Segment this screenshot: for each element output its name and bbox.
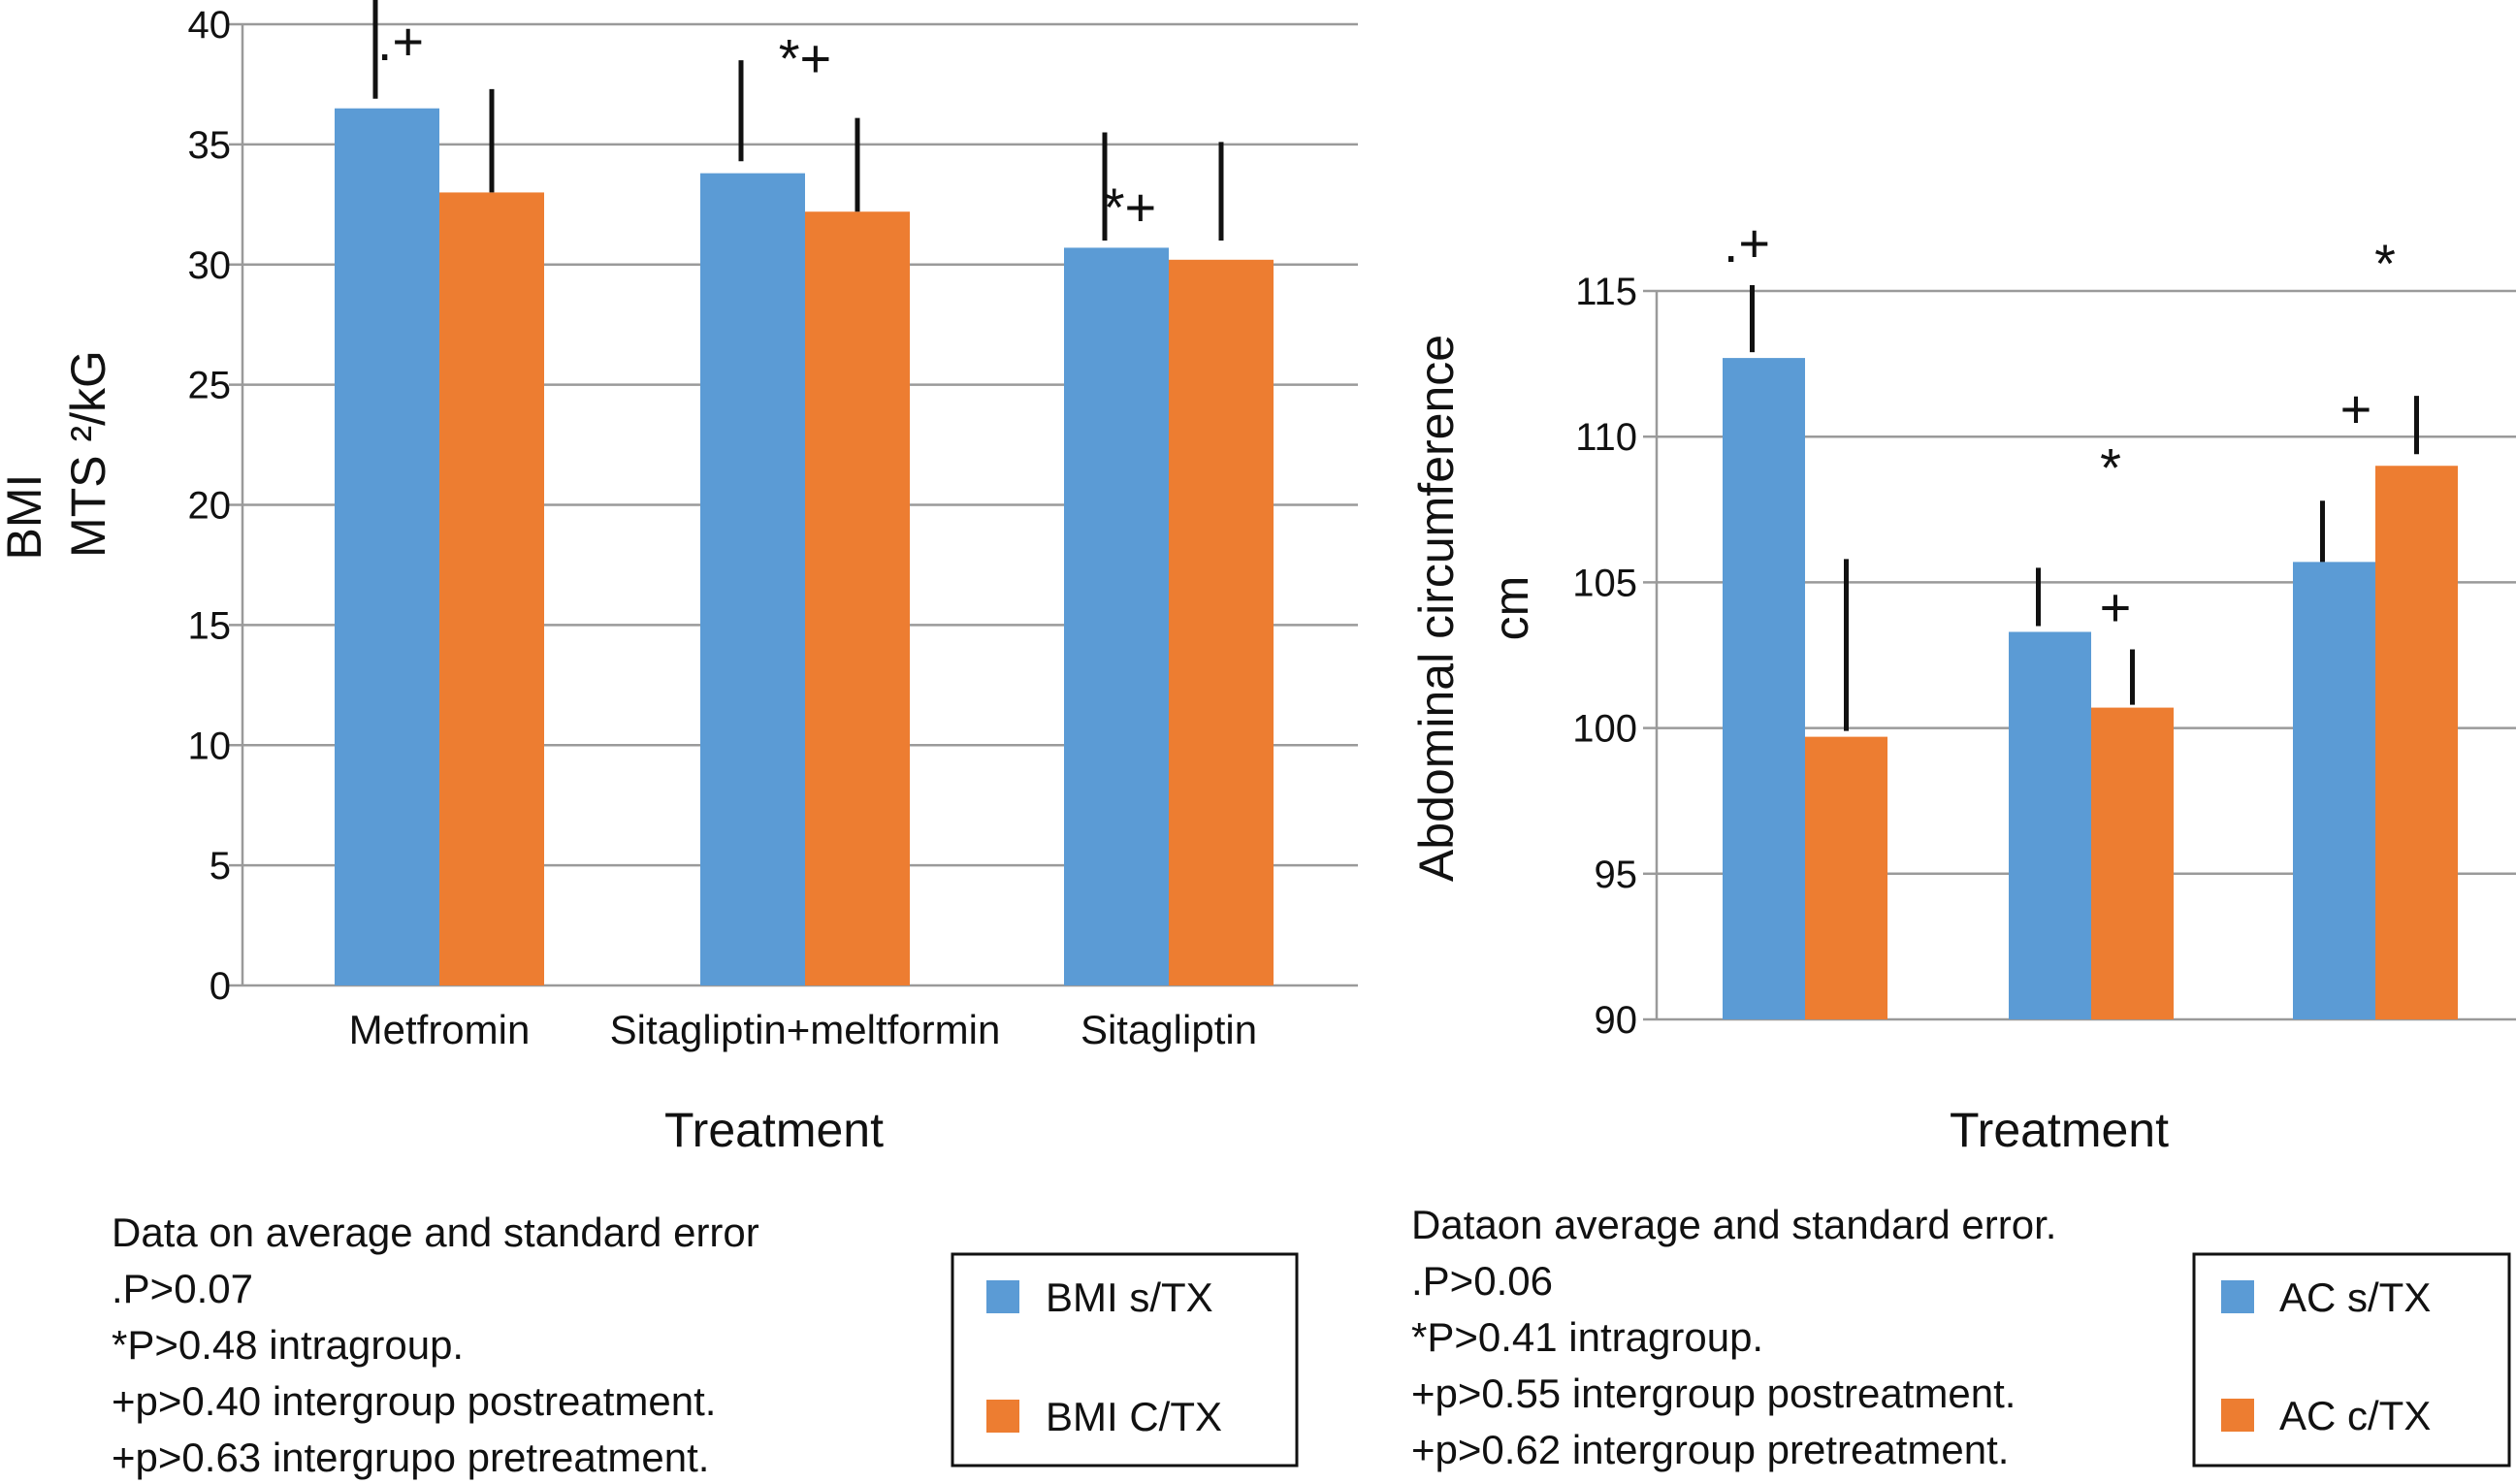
y-tick-label: 115: [1575, 271, 1637, 313]
legend-swatch-series-1: [2221, 1280, 2254, 1313]
y-tick-label: 100: [1572, 708, 1637, 751]
y-tick-label: 5: [210, 845, 231, 887]
bar: [335, 108, 439, 985]
y-tick-label: 110: [1575, 416, 1637, 459]
legend-box: [2192, 1252, 2511, 1468]
significance-annotation: *: [2374, 233, 2396, 294]
legend-box: [951, 1252, 1299, 1468]
bar: [1723, 358, 1805, 1019]
significance-annotation: *+: [779, 28, 832, 89]
legend: BMI s/TX BMI C/TX: [951, 1252, 1299, 1468]
y-tick-label: 35: [188, 124, 232, 167]
significance-annotation: *: [2100, 436, 2121, 498]
legend-label-series-1: AC s/TX: [2279, 1274, 2431, 1320]
legend-swatch-series-1: [986, 1280, 1019, 1313]
y-axis-title-line1: Abdominal circumference: [1409, 335, 1464, 882]
bar: [1064, 247, 1169, 986]
x-axis-title: Treatment: [664, 1103, 884, 1157]
significance-annotation: .+: [377, 11, 424, 72]
note-line: .P>0.06: [1411, 1258, 1553, 1304]
ac-chart: 90 95 100 105 110 115 .+ * + * + Abdominal circum…: [1409, 212, 2516, 1472]
y-tick-label: 20: [188, 485, 232, 528]
note-line: +p>0.63 intergrupo pretreatment.: [112, 1435, 709, 1480]
x-category-label: Sitagliptin: [1081, 1007, 1257, 1052]
bar: [2009, 631, 2091, 1019]
significance-annotation: .+: [1724, 212, 1770, 274]
significance-annotation: +: [2340, 378, 2372, 439]
significance-annotation: *+: [1104, 177, 1157, 238]
y-axis-title-line2: cm: [1484, 576, 1538, 641]
bmi-chart: 0 5 10 15 20 25 30 35 40 Metfromin Sitagliptin+me…: [0, 0, 1358, 1480]
y-tick-label: 0: [210, 965, 231, 1008]
bar: [805, 211, 910, 985]
notes: Data on average and standard error .P>0.…: [112, 1210, 759, 1480]
bar: [439, 192, 544, 986]
y-tick-label: 10: [188, 725, 232, 767]
note-line: +p>0.62 intergroup pretreatment.: [1411, 1427, 2009, 1472]
note-line: *P>0.48 intragroup.: [112, 1322, 464, 1368]
bar: [1169, 259, 1274, 985]
notes: Dataon average and standard error. .P>0.…: [1411, 1202, 2056, 1472]
note-line: *P>0.41 intragroup.: [1411, 1314, 1763, 1360]
note-line: +p>0.55 intergroup postreatment.: [1411, 1371, 2016, 1416]
y-axis-title-line1: BMI: [0, 474, 51, 561]
bar: [1805, 736, 1887, 1019]
y-tick-label: 25: [188, 365, 232, 407]
y-tick-label: 95: [1595, 854, 1638, 896]
note-line: +p>0.40 intergroup postreatment.: [112, 1378, 716, 1424]
legend-label-series-1: BMI s/TX: [1046, 1274, 1213, 1320]
bar: [700, 173, 805, 986]
significance-annotation: +: [2100, 576, 2132, 637]
note-line: .P>0.07: [112, 1266, 253, 1311]
note-line: Dataon average and standard error.: [1411, 1202, 2056, 1247]
x-axis-title: Treatment: [1950, 1103, 2169, 1157]
legend-label-series-2: AC c/TX: [2279, 1393, 2431, 1438]
y-tick-label: 40: [188, 4, 232, 47]
y-tick-label: 30: [188, 244, 232, 287]
note-line: Data on average and standard error: [112, 1210, 759, 1255]
bar: [2293, 562, 2375, 1019]
bar: [2091, 707, 2174, 1019]
x-category-label: Metfromin: [349, 1007, 531, 1052]
y-axis-title-line2: MTS ²/kG: [61, 350, 115, 558]
y-tick-label: 90: [1595, 999, 1638, 1042]
legend: AC s/TX AC c/TX: [2192, 1252, 2511, 1468]
legend-swatch-series-2: [2221, 1399, 2254, 1432]
x-category-label: Sitagliptin+meltformin: [610, 1007, 1001, 1052]
legend-swatch-series-2: [986, 1400, 1019, 1433]
y-tick-label: 105: [1572, 562, 1637, 604]
legend-label-series-2: BMI C/TX: [1046, 1394, 1222, 1439]
bar: [2375, 466, 2458, 1019]
y-tick-label: 15: [188, 604, 232, 647]
